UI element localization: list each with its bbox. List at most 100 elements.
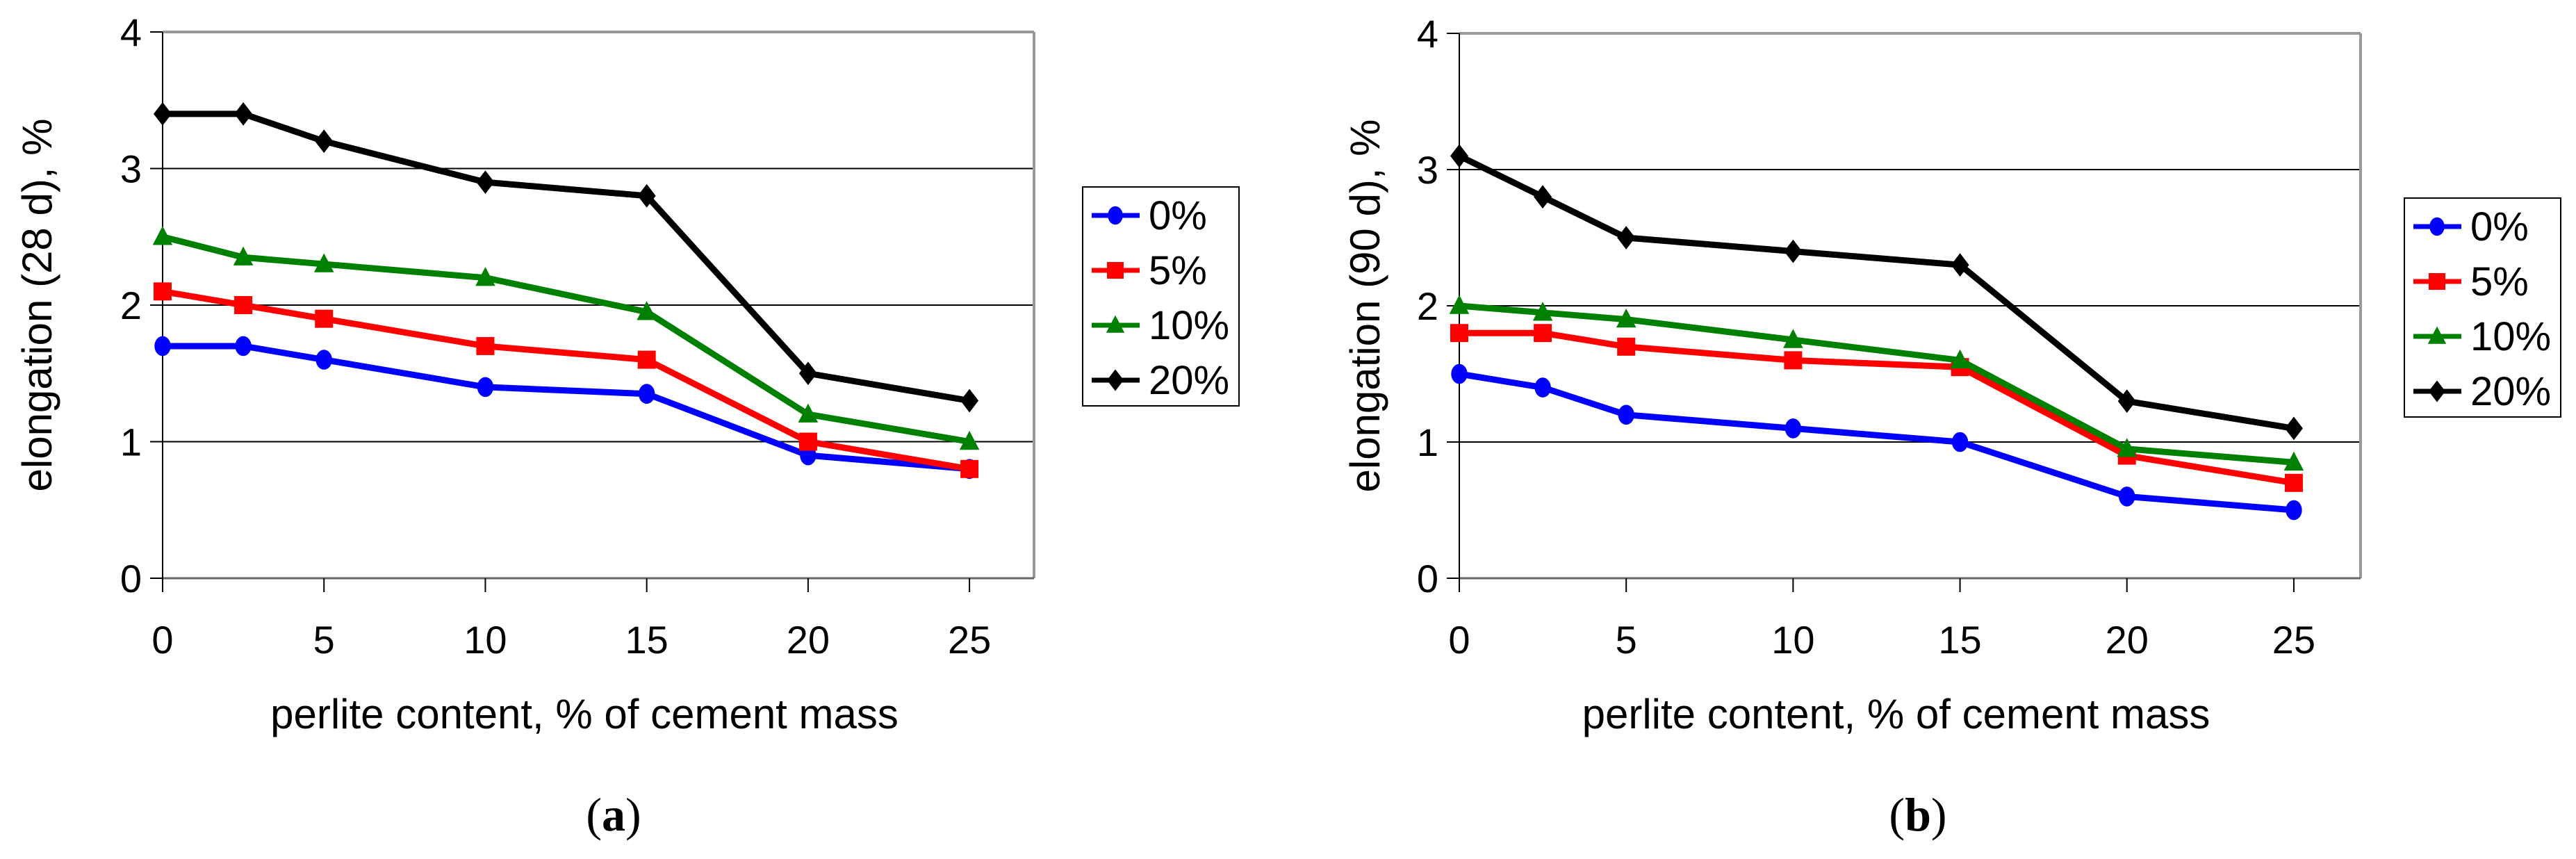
data-point (2286, 500, 2302, 521)
data-point (315, 350, 332, 370)
data-point (1951, 432, 1969, 452)
legend-marker (2429, 380, 2445, 402)
data-point (798, 403, 819, 423)
data-point (152, 226, 173, 245)
data-point (233, 246, 254, 265)
x-tick-label: 10 (463, 618, 507, 662)
data-point (1534, 185, 1552, 209)
panel-paren-open: ( (586, 788, 602, 841)
data-point (475, 267, 495, 286)
data-point (1785, 418, 1802, 439)
legend-label: 0% (2470, 204, 2529, 249)
data-point (1534, 324, 1552, 343)
data-point (637, 301, 657, 320)
y-tick-label: 2 (1417, 284, 1438, 328)
x-tick-label: 5 (1616, 618, 1637, 662)
legend-label: 10% (2470, 314, 2551, 359)
y-axis-label: elongation (90 d), % (1342, 119, 1388, 492)
legend-label: 5% (1149, 248, 1207, 293)
data-point (234, 102, 253, 126)
data-point (1532, 302, 1553, 321)
legend-item: 5% (1092, 248, 1207, 293)
legend-marker (2427, 326, 2447, 344)
legend-box (2404, 197, 2561, 418)
data-point (2117, 438, 2138, 457)
series-20pct (1450, 144, 2303, 441)
y-tick-label: 0 (120, 557, 142, 600)
data-point (154, 336, 171, 357)
panel-letter: b (1905, 788, 1931, 841)
data-point (2284, 473, 2303, 492)
data-point (1534, 377, 1551, 398)
data-point (1449, 295, 1470, 314)
legend-item: 20% (2413, 369, 2551, 414)
legend-item: 5% (2413, 259, 2529, 304)
legend-marker (1106, 315, 1125, 333)
data-point (637, 350, 656, 369)
data-point (1616, 309, 1636, 328)
data-point (1618, 404, 1634, 425)
data-point (1784, 351, 1803, 370)
legend-label: 0% (1149, 193, 1207, 238)
y-tick-label: 1 (1417, 420, 1438, 464)
data-point (2283, 451, 2304, 471)
x-axis-label: perlite content, % of cement mass (270, 691, 899, 737)
series-10pct (1449, 295, 2304, 471)
legend-label: 5% (2470, 259, 2529, 304)
panel-paren-open: ( (1889, 788, 1905, 841)
chart-a: 0 1 2 3 4 0 5 10 15 20 25 perlite content, % of cem… (14, 10, 1240, 841)
series-20pct (154, 102, 979, 413)
data-point (1950, 349, 1970, 369)
data-point (959, 430, 980, 450)
y-tick-label: 0 (1417, 557, 1438, 600)
chart-b: 0 1 2 3 4 0 5 10 15 20 25 perlite content, % of cem… (1342, 12, 2561, 841)
series-5pct (154, 282, 979, 478)
data-point (798, 361, 817, 386)
legend-marker (2429, 273, 2445, 290)
data-point (1617, 226, 1636, 249)
x-axis-label: perlite content, % of cement mass (1582, 691, 2210, 737)
series-10pct (152, 226, 980, 450)
data-point (638, 384, 655, 404)
x-tick-label: 15 (625, 618, 668, 662)
data-point (476, 170, 495, 195)
data-point (154, 102, 172, 126)
legend-item: 10% (2413, 314, 2551, 359)
legend-marker (1107, 369, 1124, 391)
x-tick-label: 15 (1938, 618, 1981, 662)
data-point (798, 432, 817, 451)
x-tick-label: 10 (1771, 618, 1814, 662)
y-tick-label: 4 (120, 10, 142, 54)
data-point (960, 459, 979, 478)
data-point (637, 183, 656, 208)
x-tick-label: 0 (1448, 618, 1470, 662)
data-point (1451, 363, 1468, 384)
panel-paren-close: ) (625, 788, 641, 841)
data-point (2119, 486, 2135, 507)
legend-item: 20% (1092, 358, 1229, 403)
data-point (1450, 144, 1468, 168)
data-point (234, 296, 253, 314)
y-tick-label: 1 (120, 420, 142, 464)
data-point (1951, 253, 1969, 277)
y-tick-label: 4 (1417, 12, 1438, 56)
legend-item: 0% (1092, 193, 1207, 238)
legend-marker (2429, 217, 2445, 236)
data-point (476, 336, 495, 355)
legend-item: 10% (1092, 303, 1229, 348)
legend-item: 0% (2413, 204, 2529, 249)
data-point (2117, 389, 2136, 414)
series-0pct (1451, 363, 2302, 521)
data-point (960, 388, 979, 413)
x-tick-label: 25 (948, 618, 991, 662)
data-point (1783, 329, 1803, 348)
data-point (315, 129, 334, 154)
series-line (1458, 153, 2295, 432)
panel-label: (a) (586, 788, 641, 841)
series-line (1459, 302, 2295, 466)
panel-label: (b) (1889, 788, 1946, 841)
data-point (154, 282, 172, 301)
series-0pct (154, 336, 978, 480)
y-tick-label: 2 (120, 284, 142, 327)
